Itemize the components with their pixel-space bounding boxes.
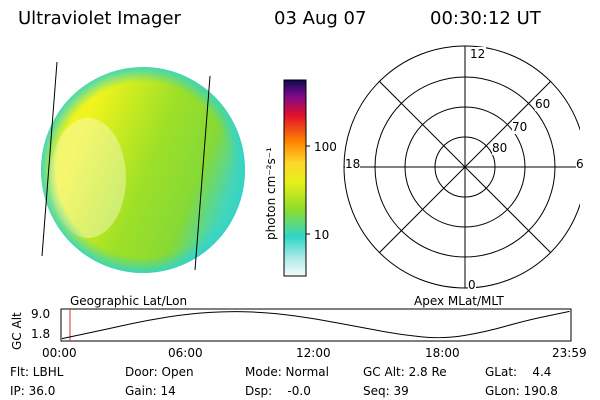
- mlt-label-18: 18: [345, 157, 361, 171]
- mlt-label-0: 0: [468, 278, 476, 292]
- status-mode: Mode: Normal: [245, 365, 329, 379]
- lat-label-70: 70: [512, 120, 528, 134]
- status-ip: IP: 36.0: [10, 384, 56, 398]
- colorbar-unit-label: photon cm⁻²s⁻¹: [264, 147, 278, 240]
- status-glon: GLon: 190.8: [485, 384, 558, 398]
- status-dsp: Dsp: -0.0: [245, 384, 311, 398]
- time-tick-2359: 23:59: [552, 346, 587, 360]
- polar-grid: [343, 45, 580, 289]
- altitude-chart: [60, 308, 572, 342]
- colorbar-tick-100: 100: [314, 140, 337, 154]
- alt-ytick-max: 9.0: [31, 307, 51, 321]
- longitude-line-left: [41, 61, 58, 257]
- time-tick-0600: 06:00: [168, 346, 203, 360]
- altitude-curve: [61, 310, 570, 340]
- status-gc-alt: GC Alt: 2.8 Re: [363, 365, 447, 379]
- geographic-label: Geographic Lat/Lon: [70, 294, 188, 308]
- uv-image-panel: [41, 61, 245, 273]
- mlt-label-12: 12: [469, 47, 487, 61]
- apex-label: Apex MLat/MLT: [414, 294, 504, 308]
- longitude-line-right: [194, 75, 211, 271]
- colorbar: [283, 79, 310, 277]
- alt-ytick-min: 1.8: [31, 327, 51, 341]
- lat-label-80: 80: [492, 141, 508, 155]
- colorbar-tick-10: 10: [314, 228, 330, 242]
- time-tick-1200: 12:00: [296, 346, 331, 360]
- status-flt: Flt: LBHL: [10, 365, 64, 379]
- time-tick-0000: 00:00: [42, 346, 77, 360]
- lat-label-60: 60: [535, 97, 551, 111]
- mlt-label-6: 6: [576, 157, 584, 171]
- status-seq: Seq: 39: [363, 384, 409, 398]
- altitude-plot-frame: [60, 308, 572, 342]
- app-title: Ultraviolet Imager: [18, 8, 181, 29]
- time-tick-1800: 18:00: [425, 346, 460, 360]
- date-label: 03 Aug 07: [274, 8, 367, 29]
- time-label: 00:30:12 UT: [430, 8, 541, 29]
- disk-edge: [41, 67, 245, 273]
- status-glat: GLat: 4.4: [485, 365, 552, 379]
- alt-axis-label: GC Alt: [10, 312, 24, 350]
- status-door: Door: Open: [125, 365, 194, 379]
- status-gain: Gain: 14: [125, 384, 176, 398]
